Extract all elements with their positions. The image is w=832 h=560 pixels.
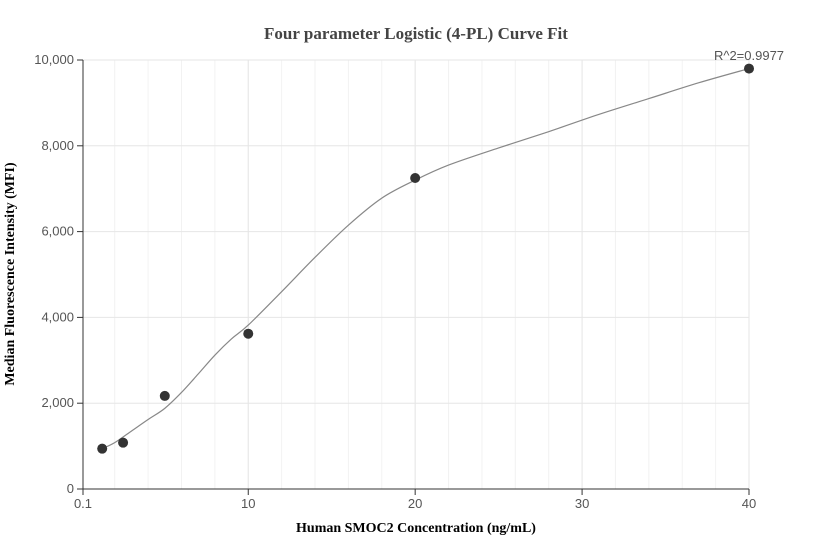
x-tick-label: 30	[575, 496, 589, 511]
y-tick-label: 6,000	[41, 224, 74, 239]
x-tick-label: 0.1	[74, 496, 92, 511]
r-squared-annotation: R^2=0.9977	[714, 48, 784, 63]
fit-curve	[101, 68, 750, 450]
data-point	[118, 437, 129, 448]
y-tick-label: 8,000	[41, 138, 74, 153]
y-tick-label: 0	[67, 481, 74, 496]
y-tick-label: 4,000	[41, 309, 74, 324]
y-axis-title: Median Fluorescence Intensity (MFI)	[3, 162, 18, 386]
x-axis-title: Human SMOC2 Concentration (ng/mL)	[296, 521, 536, 536]
fit-curve-layer	[101, 68, 750, 450]
grid	[83, 59, 750, 489]
data-point	[159, 390, 170, 401]
axes	[82, 60, 749, 490]
data-point	[744, 63, 754, 74]
x-tick-label: 10	[241, 496, 255, 511]
x-tick-label: 20	[408, 496, 422, 511]
y-axis-ticks: 0 2,000 4,000 6,000 8,000 10,000	[34, 52, 83, 496]
x-tick-label: 40	[742, 496, 756, 511]
data-point	[97, 443, 108, 454]
y-tick-label: 10,000	[34, 52, 74, 67]
data-point	[243, 328, 254, 339]
data-point	[410, 172, 421, 183]
y-tick-label: 2,000	[41, 395, 74, 410]
chart-title: Four parameter Logistic (4-PL) Curve Fit	[264, 24, 568, 43]
data-points	[97, 63, 754, 454]
x-axis-ticks: 0.1 10 20 30 40	[74, 489, 756, 511]
